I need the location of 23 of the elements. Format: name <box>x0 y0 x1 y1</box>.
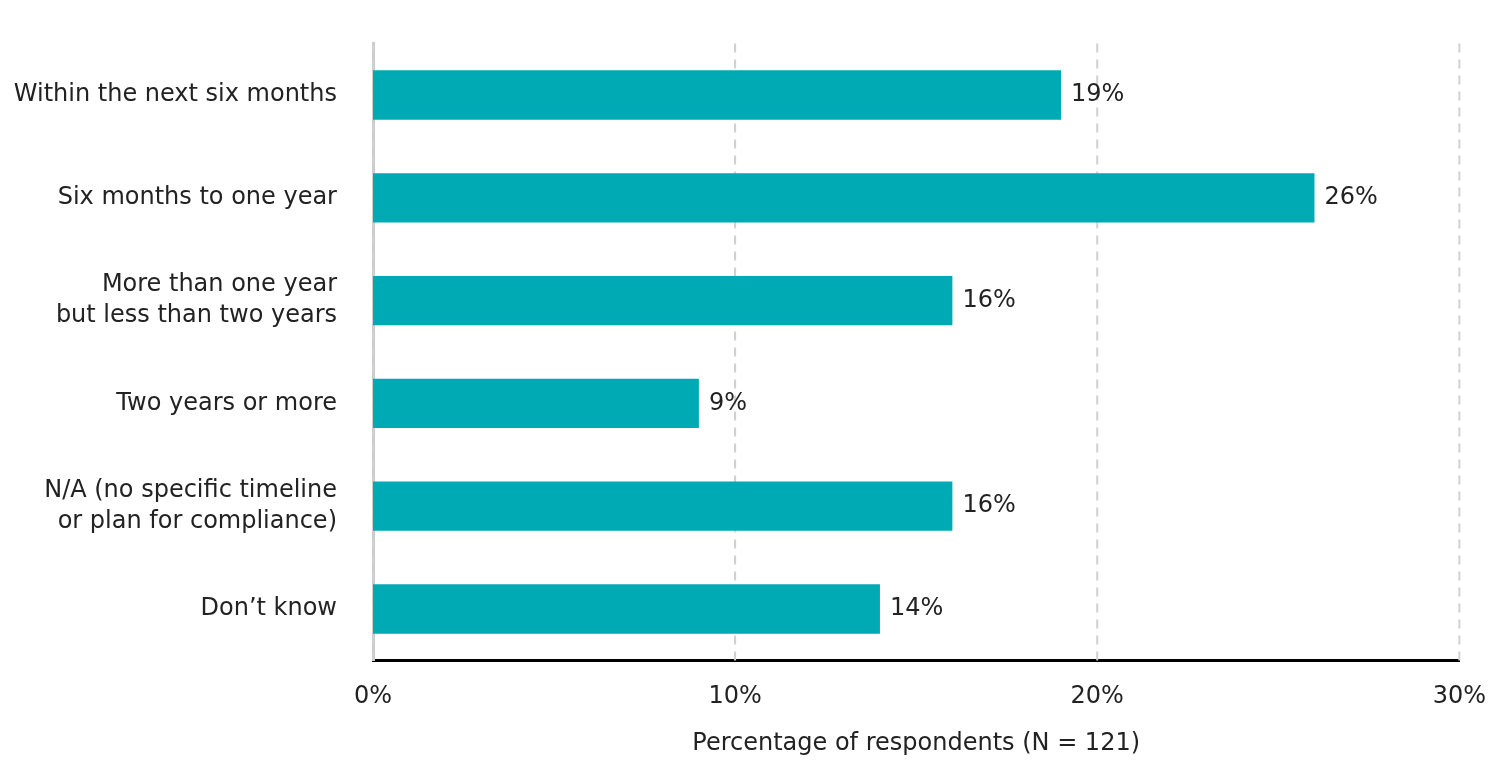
bar <box>373 584 880 634</box>
x-tick-label: 20% <box>1070 681 1124 710</box>
bar <box>373 70 1062 120</box>
y-tick-label: Two years or more <box>115 387 337 416</box>
x-tick-label: 10% <box>708 681 762 710</box>
data-label: 14% <box>889 593 944 622</box>
y-tick-label: Don’t know <box>200 593 337 622</box>
bar <box>373 378 699 429</box>
bar <box>373 173 1315 223</box>
data-label: 26% <box>1324 182 1378 211</box>
y-tick-label: Six months to one year <box>57 182 338 211</box>
y-tick-label: N/A (no specific timeline or plan for compliance) <box>44 474 337 535</box>
x-axis-title: Percentage of respondents (N = 121) <box>692 727 1141 756</box>
y-tick-label: Within the next six months <box>13 79 337 108</box>
data-label: 16% <box>962 284 1016 313</box>
data-label: 19% <box>1071 79 1125 108</box>
bar <box>373 481 953 531</box>
y-tick-label: More than one year but less than two years <box>55 269 338 329</box>
bar <box>373 275 953 326</box>
x-tick-label: 30% <box>1432 681 1486 710</box>
x-tick-label: 0% <box>353 681 393 710</box>
data-label: 16% <box>962 490 1016 519</box>
data-label: 9% <box>708 387 747 416</box>
